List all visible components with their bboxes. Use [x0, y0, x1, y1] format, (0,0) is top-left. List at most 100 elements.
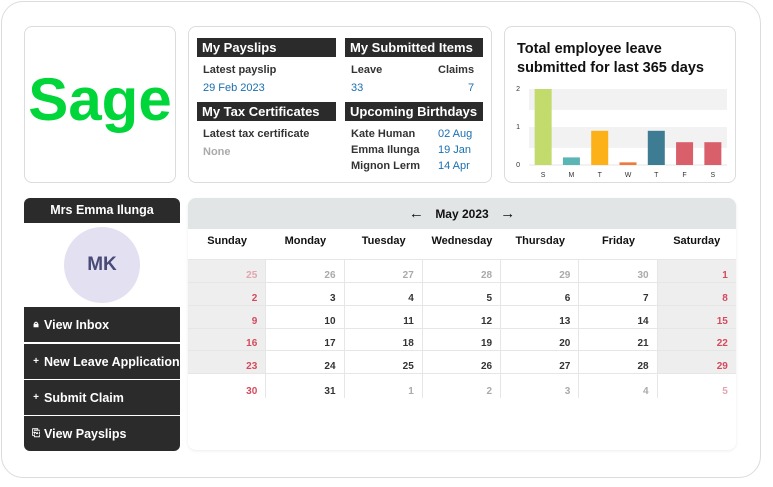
arrow-right-icon[interactable]: →: [500, 205, 516, 222]
calendar-day-cell[interactable]: 25: [188, 259, 267, 282]
chart-bar[interactable]: [647, 130, 665, 165]
calendar-day-number: 23: [246, 361, 258, 372]
calendar-day-number: 28: [480, 270, 493, 281]
calendar-day-cell[interactable]: 27: [344, 259, 423, 282]
calendar-day-number: 17: [324, 338, 336, 349]
calendar-day-cell[interactable]: 15: [657, 305, 736, 328]
birthdays-title: Upcoming Birthdays: [345, 102, 483, 121]
payslips-title: My Payslips: [197, 38, 336, 57]
calendar-day-cell[interactable]: 23: [188, 350, 267, 373]
calendar-day-cell[interactable]: 28: [422, 259, 502, 282]
birthday-date: 19 Jan: [438, 144, 472, 156]
view-payslips-label: View Payslips: [44, 426, 127, 441]
calendar-day-number: 20: [559, 338, 571, 349]
birthday-name: Kate Human: [351, 128, 416, 140]
x-tick-label: S: [711, 172, 716, 179]
calendar-day-cell[interactable]: 5: [657, 373, 736, 398]
chart-bar[interactable]: [534, 89, 552, 165]
calendar-day-cell[interactable]: 29: [657, 350, 736, 373]
calendar-day-cell[interactable]: 30: [579, 259, 658, 282]
claims-count-link[interactable]: 7: [468, 82, 475, 94]
calendar-day-cell[interactable]: 25: [344, 350, 423, 373]
calendar-day-cell[interactable]: 30: [188, 373, 267, 398]
chart-bar[interactable]: [619, 162, 637, 165]
copy-icon: ⎘: [32, 428, 40, 439]
calendar-day-number: 30: [246, 386, 258, 397]
calendar-day-cell[interactable]: 12: [422, 305, 502, 328]
y-tick-label: 1: [516, 124, 520, 131]
calendar-day-number: 12: [480, 316, 493, 327]
calendar-day-number: 22: [716, 338, 728, 349]
calendar-week-row: 25 26 27 28 29 30 1: [188, 259, 736, 282]
arrow-left-icon[interactable]: ←: [408, 205, 424, 222]
calendar-day-cell[interactable]: 21: [579, 328, 658, 350]
calendar-day-cell[interactable]: 4: [579, 373, 658, 398]
chart-bar[interactable]: [676, 142, 694, 165]
chart-bar[interactable]: [562, 157, 580, 165]
calendar-day-cell[interactable]: 24: [266, 350, 345, 373]
calendar-day-cell[interactable]: 22: [657, 328, 736, 350]
calendar-day-number: 21: [637, 338, 649, 349]
calendar-day-number: 4: [643, 386, 649, 397]
avatar[interactable]: MK: [64, 227, 140, 303]
calendar-day-cell[interactable]: 28: [579, 350, 658, 373]
calendar-day-cell[interactable]: 27: [501, 350, 580, 373]
calendar-day-number: 25: [246, 270, 258, 281]
calendar-day-cell[interactable]: 3: [501, 373, 580, 398]
calendar-day-number: 1: [722, 270, 728, 281]
calendar-day-cell[interactable]: 6: [501, 282, 580, 305]
lock-icon: 🔒︎: [33, 319, 39, 330]
calendar-day-cell[interactable]: 18: [344, 328, 423, 350]
calendar-day-number: 2: [486, 386, 493, 397]
calendar-day-cell[interactable]: 26: [422, 350, 502, 373]
calendar-day-cell[interactable]: 9: [188, 305, 267, 328]
calendar-day-number: 2: [251, 293, 258, 304]
submit-claim-button[interactable]: + Submit Claim: [24, 380, 180, 415]
chart-bar[interactable]: [591, 130, 609, 165]
calendar-day-cell[interactable]: 8: [657, 282, 736, 305]
weekday-label: Saturday: [673, 235, 721, 247]
calendar-day-cell[interactable]: 10: [266, 305, 345, 328]
calendar-month: May 2023: [435, 206, 489, 221]
calendar-day-cell[interactable]: 2: [422, 373, 502, 398]
x-tick-label: W: [625, 172, 632, 179]
leave-count-link[interactable]: 33: [351, 82, 364, 94]
calendar-day-cell[interactable]: 3: [266, 282, 345, 305]
calendar-day-cell[interactable]: 20: [501, 328, 580, 350]
y-tick-label: 2: [516, 86, 520, 93]
calendar-day-number: 19: [480, 338, 493, 349]
calendar-day-cell[interactable]: 16: [188, 328, 267, 350]
calendar-day-cell[interactable]: 7: [579, 282, 658, 305]
calendar-day-number: 26: [480, 361, 493, 372]
chart-bar[interactable]: [704, 142, 722, 165]
calendar-day-number: 9: [251, 316, 258, 327]
new-leave-application-button[interactable]: + New Leave Application: [24, 344, 180, 379]
calendar-day-cell[interactable]: 26: [266, 259, 345, 282]
calendar-day-cell[interactable]: 11: [344, 305, 423, 328]
calendar-day-number: 27: [559, 361, 571, 372]
calendar-day-cell[interactable]: 17: [266, 328, 345, 350]
weekday-label: Sunday: [207, 235, 247, 247]
weekday-label: Friday: [601, 235, 635, 247]
view-inbox-button[interactable]: 🔒︎ View Inbox: [24, 307, 180, 342]
calendar-day-cell[interactable]: 1: [344, 373, 423, 398]
calendar-day-number: 30: [637, 270, 649, 281]
view-payslips-button[interactable]: ⎘ View Payslips: [24, 416, 180, 451]
calendar-day-number: 1: [408, 386, 414, 397]
calendar-day-cell[interactable]: 13: [501, 305, 580, 328]
calendar-day-cell[interactable]: 29: [501, 259, 580, 282]
calendar-day-cell[interactable]: 5: [422, 282, 502, 305]
calendar-day-cell[interactable]: 14: [579, 305, 658, 328]
calendar-day-cell[interactable]: 31: [266, 373, 345, 398]
x-tick-label: T: [598, 172, 603, 179]
latest-payslip-link[interactable]: 29 Feb 2023: [203, 82, 265, 94]
calendar-day-number: 6: [564, 293, 571, 304]
calendar-day-cell[interactable]: 19: [422, 328, 502, 350]
logo-card: Sage: [24, 26, 176, 183]
summary-card: My Payslips Latest payslip 29 Feb 2023 M…: [188, 26, 492, 183]
calendar-day-cell[interactable]: 1: [657, 259, 736, 282]
calendar-day-number: 18: [402, 338, 414, 349]
calendar-day-number: 25: [402, 361, 414, 372]
calendar-day-cell[interactable]: 4: [344, 282, 423, 305]
calendar-day-cell[interactable]: 2: [188, 282, 267, 305]
